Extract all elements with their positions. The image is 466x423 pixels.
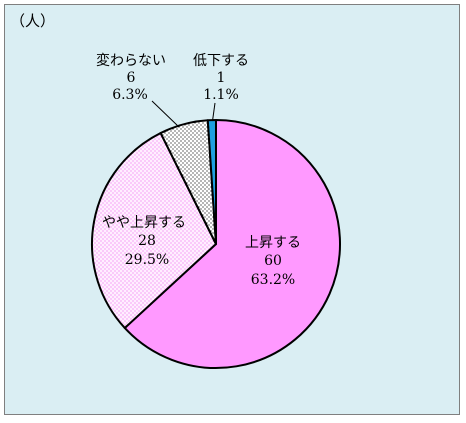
- slice-label-slight-rise: やや上昇する: [102, 215, 186, 231]
- slice-percent-decline: 1.1%: [203, 87, 239, 103]
- leader-line-decline: [212, 102, 216, 122]
- unit-label: （人）: [10, 12, 55, 30]
- slice-value-rise: 60: [264, 253, 282, 269]
- slice-percent-rise: 63.2%: [251, 272, 295, 288]
- slice-label-no-change: 変わらない: [96, 52, 166, 69]
- pie-slice-decline: [206, 118, 217, 245]
- slice-percent-no-change: 6.3%: [112, 87, 148, 103]
- slice-value-no-change: 6: [127, 70, 136, 86]
- slice-percent-slight-rise: 29.5%: [125, 252, 169, 268]
- pie-slice-rise: [123, 119, 341, 369]
- pie-slice-slight-rise: [91, 132, 217, 329]
- slice-label-rise: 上昇する: [245, 235, 301, 251]
- leader-line-no-change: [151, 100, 180, 128]
- slice-value-decline: 1: [217, 70, 226, 86]
- pie-slices: [91, 118, 341, 369]
- slice-label-decline: 低下する: [193, 53, 249, 69]
- slice-value-slight-rise: 28: [138, 233, 156, 249]
